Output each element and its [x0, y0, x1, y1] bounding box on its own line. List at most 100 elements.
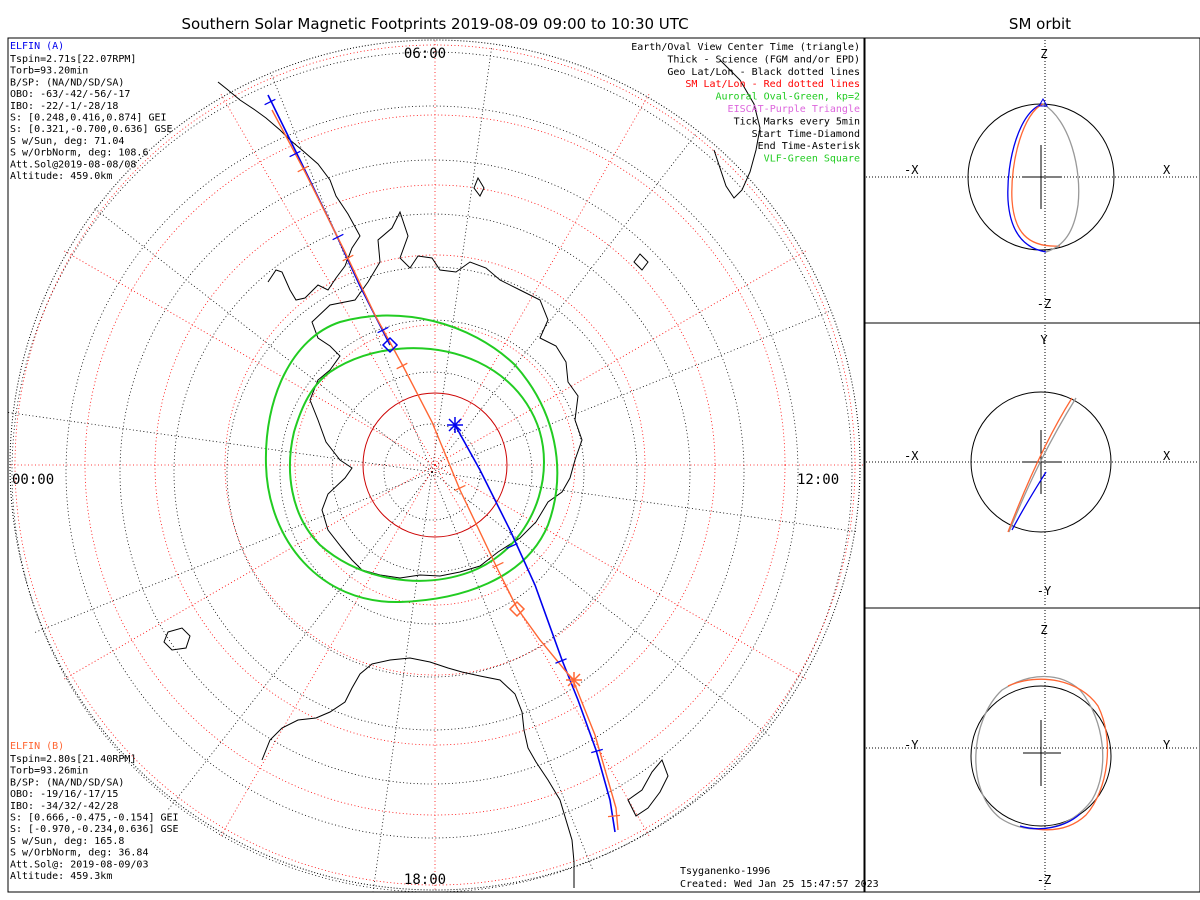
geo-meridian-line — [8, 412, 433, 473]
new-zealand-coastline — [627, 759, 669, 817]
info-line: IBO: -22/-1/-28/18 — [10, 101, 118, 112]
geo-latitude-circle — [383, 423, 481, 521]
sm-longitude-line — [434, 464, 651, 838]
orbit-panel-yz: Z -Z -Y Y — [866, 610, 1198, 890]
geo-latitude-circle — [65, 105, 799, 839]
legend-entry: EISCAT-Purple Triangle — [728, 104, 860, 115]
track-tick-mark — [396, 362, 408, 370]
info-line: S w/Sun, deg: 71.04 — [10, 136, 124, 147]
info-line: Att.Sol@: 2019-08-09/03 — [10, 859, 148, 870]
info-line: Torb=93.20min — [10, 66, 88, 77]
sm-longitude-line — [62, 249, 436, 466]
legend-entry: SM Lat/Lon - Red dotted lines — [685, 79, 860, 90]
info-line: S: [0.666,-0.475,-0.154] GEI — [10, 813, 179, 824]
sm-longitude-line — [62, 464, 436, 681]
axis-label-bottom: -Z — [1037, 873, 1051, 887]
axis-label-bottom: -Y — [1037, 584, 1052, 598]
sm-longitude-line — [219, 92, 436, 466]
geo-latitude-circle — [173, 213, 691, 731]
legend-entry: Tick Marks every 5min — [734, 116, 860, 127]
sm-polar-circle — [362, 392, 508, 538]
geo-meridian-line — [431, 310, 831, 473]
island-coastline — [633, 253, 649, 271]
elfin-a-end-asterisk — [447, 417, 463, 433]
elfin-b-footprint-track — [271, 109, 619, 831]
axis-label-top: Z — [1040, 623, 1047, 637]
axis-label-left: -Y — [904, 738, 919, 752]
geo-meridian-line — [431, 471, 772, 738]
legend-entry: End Time-Asterisk — [758, 141, 860, 152]
mlt-label-right: 12:00 — [797, 472, 839, 488]
model-label: Tsyganenko-1996 — [680, 866, 770, 877]
orbit-panel-xy: Y -Y -X X — [866, 325, 1198, 606]
orbit-projection — [975, 675, 1104, 830]
track-tick-mark — [297, 165, 309, 173]
elfin-b-orbit — [1007, 397, 1073, 533]
info-line: OBO: -19/16/-17/15 — [10, 789, 118, 800]
elfin-b-end-asterisk — [566, 672, 582, 688]
track-tick-mark — [492, 561, 504, 569]
elfin-b-orbit — [1011, 103, 1061, 247]
geo-latitude-circle — [11, 51, 853, 892]
mlt-label-bottom: 18:00 — [404, 872, 446, 888]
legend-entry: Auroral Oval-Green, kp=2 — [716, 92, 861, 103]
mlt-label-top: 06:00 — [404, 46, 446, 62]
geo-meridian-line — [431, 132, 698, 473]
elfin-b-tick-marks — [297, 165, 621, 818]
elfin-b-name: ELFIN (B) — [10, 741, 64, 752]
orbit-projection — [1008, 397, 1077, 533]
elfin-a-start-diamond — [381, 336, 399, 354]
elfin-a-orbit — [1011, 471, 1047, 531]
geo-meridian-line — [431, 46, 493, 473]
axis-label-top: Y — [1040, 333, 1048, 347]
info-line: Altitude: 459.3km — [10, 871, 112, 882]
track-tick-mark — [289, 150, 301, 158]
info-line: OBO: -63/-42/-56/-17 — [10, 89, 130, 100]
track-tick-mark — [342, 254, 354, 262]
axis-label-right: X — [1163, 163, 1171, 177]
info-line: S w/OrbNorm, deg: 36.84 — [10, 848, 148, 859]
info-line: Altitude: 459.0km — [10, 171, 112, 182]
polar-map: 06:00 00:00 12:00 18:00 — [8, 38, 864, 892]
elfin-a-orbit — [1019, 813, 1081, 830]
sm-longitude-line — [434, 249, 808, 466]
axis-label-bottom: -Z — [1037, 297, 1051, 311]
elfin-a-info: ELFIN (A) Tspin=2.71s[22.07RPM]Torb=93.2… — [10, 41, 173, 182]
africa-coastline — [713, 59, 761, 199]
info-line: S w/Sun, deg: 165.8 — [10, 836, 124, 847]
elfin-a-tick-marks — [264, 98, 603, 754]
info-line: IBO: -34/32/-42/28 — [10, 801, 118, 812]
elfin-b-orbit — [1007, 678, 1109, 831]
outer-disc — [9, 39, 861, 891]
info-line: S w/OrbNorm, deg: 108.6 — [10, 148, 148, 159]
geo-latitude-circle — [226, 266, 638, 678]
track-tick-mark — [377, 326, 389, 334]
track-tick-mark — [264, 98, 276, 106]
info-line: B/SP: (NA/ND/SD/SA) — [10, 77, 124, 88]
orbit-panel-xz: Z -Z -X X — [866, 40, 1198, 320]
orbit-panels-frame — [864, 37, 1200, 893]
geo-latitude-circle — [119, 159, 745, 785]
info-line: S: [-0.970,-0.234,0.636] GSE — [10, 824, 179, 835]
info-line: B/SP: (NA/ND/SD/SA) — [10, 777, 124, 788]
sm-grid — [8, 38, 864, 892]
legend-entry: Geo Lat/Lon - Black dotted lines — [667, 67, 860, 78]
legend-entry: Start Time-Diamond — [752, 129, 860, 140]
axis-label-left: -X — [904, 449, 919, 463]
geo-latitude-circle — [331, 371, 533, 573]
info-line: Torb=93.26min — [10, 766, 88, 777]
track-tick-mark — [332, 233, 344, 241]
info-line: S: [0.321,-0.700,0.636] GSE — [10, 124, 173, 135]
elfin-b-info: ELFIN (B) Tspin=2.80s[21.40RPM]Torb=93.2… — [10, 741, 179, 882]
auroral-oval-outer — [264, 314, 559, 604]
track-tick-mark — [591, 748, 603, 754]
australia-coastline — [261, 657, 575, 888]
legend-entry: VLF-Green Square — [764, 154, 860, 165]
geo-latitude-circle — [279, 319, 585, 625]
track-tick-mark — [454, 484, 466, 492]
created-label: Created: Wed Jan 25 15:47:57 2023 — [680, 879, 879, 890]
view-center-triangle — [1038, 97, 1048, 107]
island-coastline — [163, 627, 191, 651]
elfin-a-orbit — [1007, 103, 1047, 253]
